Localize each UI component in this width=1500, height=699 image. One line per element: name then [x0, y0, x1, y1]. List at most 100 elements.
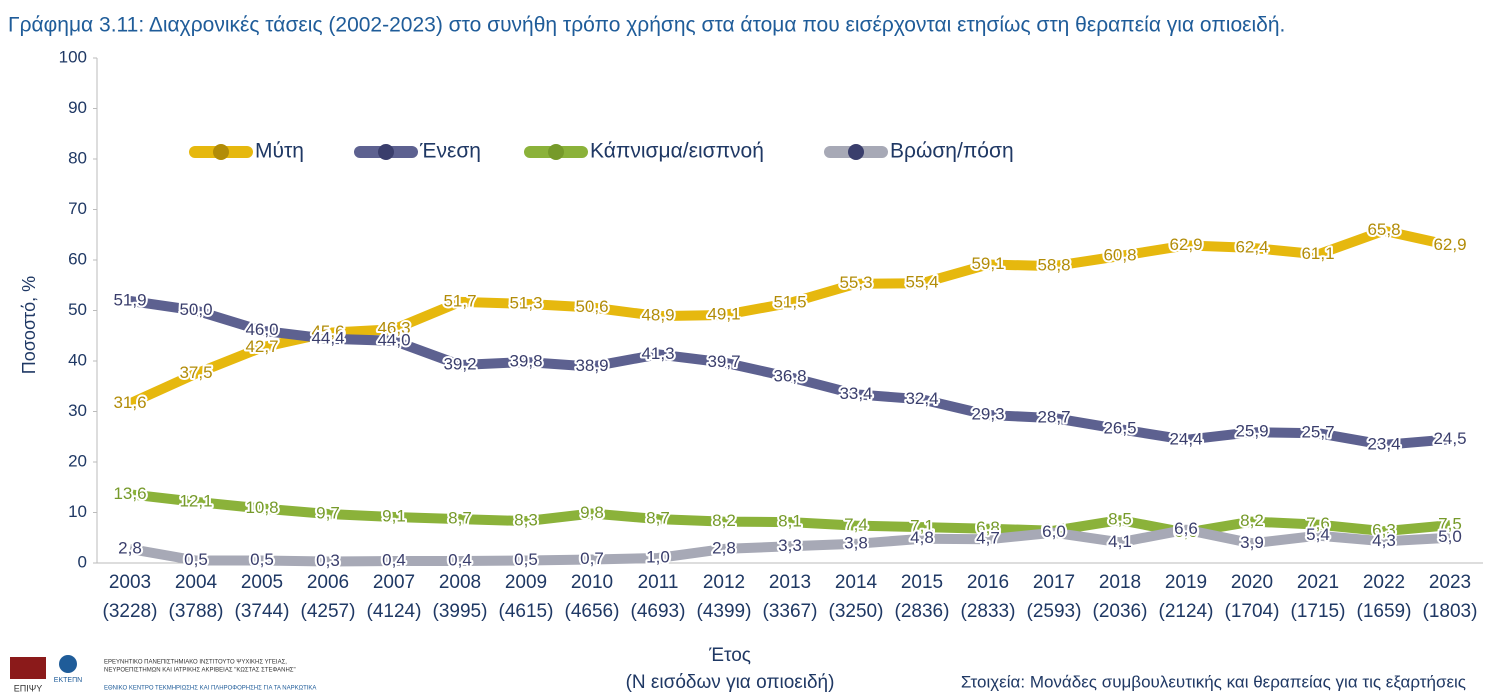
y-axis-label: Ποσοστό, %	[19, 276, 39, 374]
series-line	[129, 295, 1451, 450]
x-tick-label: 2020	[1231, 572, 1273, 593]
data-label: 6,4	[1042, 520, 1066, 539]
data-label: 45,6	[311, 322, 344, 341]
data-label: 62,9	[1433, 235, 1466, 254]
legend-marker	[848, 144, 864, 160]
data-label: 9,7	[316, 503, 340, 522]
x-tick-label: 2016	[967, 572, 1009, 593]
y-tick-label: 20	[68, 451, 87, 470]
legend-label: Βρώση/πόση	[890, 140, 1014, 163]
x-tick-sublabel: (1659)	[1357, 601, 1412, 622]
x-tick-label: 2004	[175, 572, 218, 593]
x-tick-sublabel: (1715)	[1291, 601, 1346, 622]
data-label: 8,3	[514, 511, 538, 530]
data-label: 9,1	[382, 507, 406, 526]
data-label: 24,5	[1433, 429, 1466, 448]
data-label: 51,5	[773, 292, 806, 311]
y-tick-label: 90	[68, 98, 87, 117]
data-label: 7,6	[1306, 514, 1330, 533]
data-label: 29,3	[971, 405, 1004, 424]
data-label: 39,2	[443, 355, 476, 374]
data-label: 38,9	[575, 356, 608, 375]
data-label: 46,0	[245, 320, 278, 339]
x-tick-sublabel: (3788)	[169, 601, 224, 622]
data-label: 2,8	[712, 538, 736, 557]
x-tick-sublabel: (2593)	[1027, 601, 1082, 622]
data-label: 51,7	[443, 291, 476, 310]
x-tick-label: 2019	[1165, 572, 1207, 593]
data-label: 65,8	[1367, 220, 1400, 239]
logo-mark	[59, 655, 77, 673]
data-label: 5,4	[1306, 525, 1330, 544]
data-label: 28,7	[1037, 408, 1070, 427]
x-tick-sublabel: (3995)	[433, 601, 488, 622]
data-label: 23,4	[1367, 434, 1400, 453]
legend-label: Μύτη	[255, 140, 304, 163]
series-line	[127, 225, 1452, 408]
data-label: 25,7	[1301, 423, 1334, 442]
data-label: 6,8	[976, 518, 1000, 537]
data-label: 31,6	[113, 393, 146, 412]
data-label: 24,4	[1169, 429, 1202, 448]
institute-name: ΕΡΕΥΝΗΤΙΚΟ ΠΑΝΕΠΙΣΤΗΜΙΑΚΟ ΙΝΣΤΙΤΟΥΤΟ ΨΥΧ…	[104, 660, 287, 666]
y-tick-label: 0	[78, 552, 87, 571]
data-label: 41,3	[641, 344, 674, 363]
data-label: 51,3	[509, 293, 542, 312]
x-tick-sublabel: (4615)	[499, 601, 554, 622]
data-label: 55,3	[839, 273, 872, 292]
data-label: 59,1	[971, 254, 1004, 273]
x-tick-label: 2008	[439, 572, 481, 593]
y-tick-label: 10	[68, 502, 87, 521]
data-label: 0,4	[448, 550, 472, 569]
y-tick-label: 40	[68, 350, 87, 369]
data-label: 60,8	[1103, 245, 1136, 264]
x-tick-label: 2017	[1033, 572, 1075, 593]
data-label: 9,8	[580, 503, 604, 522]
data-label: 39,7	[707, 352, 740, 371]
x-tick-label: 2007	[373, 572, 415, 593]
series-line	[129, 489, 1451, 538]
data-label: 3,9	[1240, 533, 1264, 552]
data-label: 0,4	[382, 550, 406, 569]
x-tick-label: 2005	[241, 572, 283, 593]
x-tick-sublabel: (1803)	[1423, 601, 1478, 622]
x-tick-sublabel: (2833)	[961, 601, 1016, 622]
x-tick-label: 2014	[835, 572, 878, 593]
x-tick-label: 2013	[769, 572, 811, 593]
x-tick-label: 2022	[1363, 572, 1405, 593]
data-label: 61,1	[1301, 244, 1334, 263]
data-label: 3,3	[778, 536, 802, 555]
data-label: 32,4	[905, 389, 938, 408]
legend-marker	[548, 144, 564, 160]
y-tick-label: 60	[68, 249, 87, 268]
legend-marker	[378, 144, 394, 160]
x-tick-sublabel: (4257)	[301, 601, 356, 622]
data-label: 1,0	[646, 547, 670, 566]
y-tick-label: 30	[68, 401, 87, 420]
data-label: 8,2	[712, 511, 736, 530]
data-label: 48,9	[641, 306, 674, 325]
data-label: 44,0	[377, 330, 410, 349]
data-label: 6,0	[1042, 522, 1066, 541]
x-tick-sublabel: (1704)	[1225, 601, 1280, 622]
data-label: 4,7	[976, 529, 1000, 548]
x-tick-sublabel: (2036)	[1093, 601, 1148, 622]
x-tick-label: 2012	[703, 572, 745, 593]
data-label: 6,6	[1174, 519, 1198, 538]
data-label: 58,8	[1037, 256, 1070, 275]
data-label: 7,5	[1438, 515, 1462, 534]
x-tick-sublabel: (4656)	[565, 601, 620, 622]
y-tick-label: 80	[68, 148, 87, 167]
data-label: 46,3	[377, 319, 410, 338]
data-label: 8,2	[1240, 511, 1264, 530]
x-tick-label: 2009	[505, 572, 547, 593]
data-label: 7,1	[910, 517, 934, 536]
x-axis-label: Έτος	[708, 645, 751, 666]
x-tick-label: 2011	[638, 572, 679, 593]
x-tick-sublabel: (3228)	[103, 601, 158, 622]
data-label: 10,8	[245, 498, 278, 517]
data-label: 2,8	[118, 538, 142, 557]
x-tick-label: 2021	[1297, 572, 1339, 593]
institute-name: ΝΕΥΡΟΕΠΙΣΤΗΜΩΝ ΚΑΙ ΙΑΤΡΙΚΗΣ ΑΚΡΙΒΕΙΑΣ "Κ…	[104, 668, 296, 674]
